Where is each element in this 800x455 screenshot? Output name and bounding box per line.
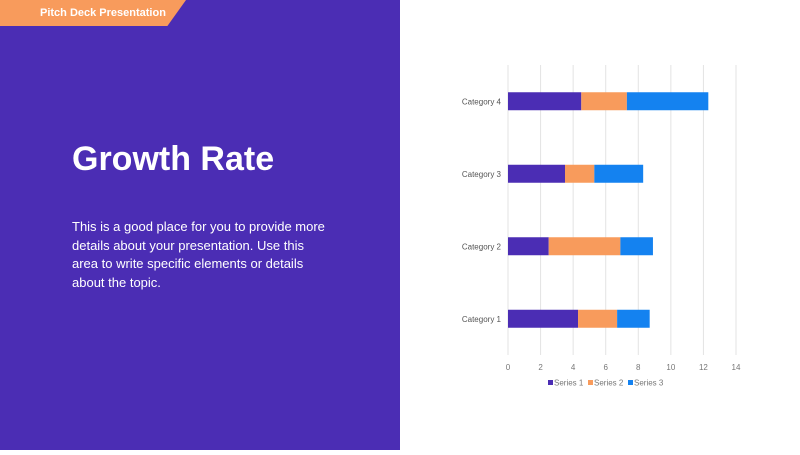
bar-segment <box>508 309 579 328</box>
bar-segment <box>626 92 709 111</box>
x-tick-label: 14 <box>732 363 741 372</box>
x-tick-label: 4 <box>571 363 576 372</box>
chart-svg: 0 2 4 6 8 10 12 14 Category 1 Category 2 Category … <box>462 65 741 388</box>
bar-segment <box>508 164 565 183</box>
slide-body: This is a good place for you to provide … <box>72 219 325 290</box>
legend-label: Series 3 <box>634 379 664 388</box>
bar-segment <box>617 309 650 328</box>
legend-swatch <box>588 380 593 385</box>
category-label: Category 3 <box>462 170 502 179</box>
x-tick-label: 12 <box>699 363 708 372</box>
slide-title: Growth Rate <box>72 140 275 178</box>
bar-segment <box>578 309 618 328</box>
x-tick-label: 6 <box>603 363 608 372</box>
bar-segment <box>620 237 653 256</box>
legend-label: Series 1 <box>554 379 584 388</box>
category-label: Category 1 <box>462 315 502 324</box>
stacked-bar-chart: 0 2 4 6 8 10 12 14 Category 1 Category 2 Category … <box>400 0 800 450</box>
bar-segment <box>548 237 621 256</box>
legend-label: Series 2 <box>594 379 624 388</box>
x-tick-label: 8 <box>636 363 641 372</box>
category-label: Category 4 <box>462 97 502 106</box>
bar-segment <box>508 92 582 111</box>
x-tick-label: 2 <box>538 363 543 372</box>
category-label: Category 2 <box>462 242 502 251</box>
x-tick-label: 0 <box>506 363 511 372</box>
bar-segment <box>581 92 627 111</box>
x-tick-label: 10 <box>666 363 675 372</box>
bar-segment <box>594 164 644 183</box>
legend-swatch <box>628 380 633 385</box>
bar-segment <box>565 164 595 183</box>
deck-tag: Pitch Deck Presentation <box>0 0 186 26</box>
legend-swatch <box>548 380 553 385</box>
title-panel: Pitch Deck Presentation Growth Rate This… <box>0 0 400 450</box>
bar-segment <box>508 237 549 256</box>
